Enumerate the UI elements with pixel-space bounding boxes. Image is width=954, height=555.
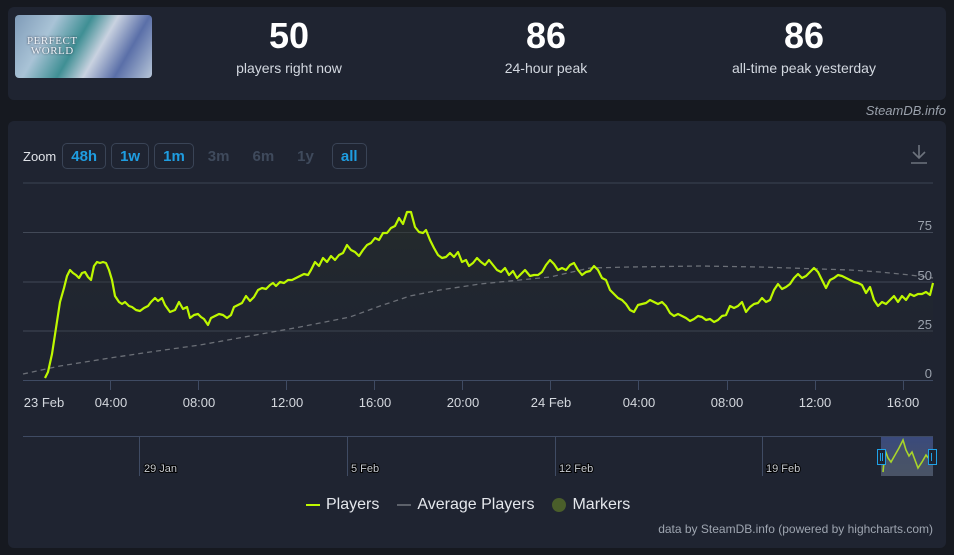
legend-item-markers[interactable]: Markers [552, 496, 630, 514]
navigator-tick: 29 Jan [144, 463, 177, 475]
x-axis-ticks [110, 380, 904, 390]
legend-item-players[interactable]: Players [306, 496, 379, 514]
navigator-right-handle[interactable] [928, 449, 937, 465]
legend-item-average-players[interactable]: Average Players [397, 496, 534, 514]
legend-label: Average Players [417, 496, 535, 513]
zoom-label: Zoom [23, 148, 57, 164]
legend-label: Players [326, 496, 380, 513]
legend-label: Markers [572, 496, 631, 513]
stat-label: players right now [236, 60, 342, 76]
navigator-tick: 19 Feb [766, 463, 800, 475]
y-tick-75: 75 [918, 218, 932, 233]
logo-line-2: WORLD [30, 45, 74, 57]
y-tick-50: 50 [918, 268, 932, 283]
y-tick-25: 25 [918, 317, 932, 332]
stat-24h-peak: 86 24-hour peak [446, 15, 646, 77]
x-tick: 20:00 [447, 395, 480, 410]
zoom-all-button[interactable]: all [331, 143, 367, 169]
zoom-1m-button[interactable]: 1m [154, 143, 194, 169]
players-line [44, 210, 935, 379]
average-swatch-icon [397, 504, 412, 506]
x-tick: 08:00 [711, 395, 744, 410]
x-tick: 04:00 [623, 395, 656, 410]
stat-current-players: 50 players right now [189, 15, 389, 77]
highcharts-credit-link[interactable]: data by SteamDB.info (powered by highcha… [658, 522, 933, 536]
download-icon[interactable] [908, 143, 930, 165]
players-area [45, 212, 933, 380]
game-logo: PERFECT WORLD [27, 35, 78, 57]
navigator-tick: 5 Feb [351, 463, 379, 475]
x-axis-labels: 23 Feb 04:00 08:00 12:00 16:00 20:00 24 … [24, 395, 920, 410]
zoom-1w-button[interactable]: 1w [111, 143, 150, 169]
zoom-selector: Zoom 48h 1w 1m 3m 6m 1y all [23, 142, 372, 170]
x-tick: 12:00 [271, 395, 304, 410]
navigator[interactable]: 29 Jan 5 Feb 12 Feb 19 Feb [23, 436, 937, 476]
x-tick: 16:00 [887, 395, 920, 410]
x-tick: 12:00 [799, 395, 832, 410]
y-tick-0: 0 [925, 366, 932, 381]
average-players-line [22, 265, 934, 375]
logo-line-1: PERFECT [27, 35, 78, 47]
players-swatch-icon [306, 504, 320, 506]
zoom-48h-button[interactable]: 48h [62, 143, 107, 169]
x-tick: 08:00 [183, 395, 216, 410]
x-tick: 24 Feb [531, 395, 571, 410]
chart-legend: Players Average Players Markers [306, 496, 648, 514]
stats-card [8, 7, 946, 100]
game-capsule-image[interactable]: PERFECT WORLD [15, 15, 152, 78]
stat-value: 86 [783, 15, 825, 56]
stat-all-time-peak: 86 all-time peak yesterday [704, 15, 904, 77]
stat-value: 50 [268, 15, 310, 56]
navigator-left-handle[interactable] [877, 449, 886, 465]
steamdb-credit-link[interactable]: SteamDB.info [865, 103, 946, 118]
zoom-1y-button: 1y [297, 148, 314, 165]
stat-label: all-time peak yesterday [732, 60, 876, 76]
stat-label: 24-hour peak [504, 60, 588, 76]
zoom-6m-button: 6m [252, 148, 275, 165]
navigator-tick: 12 Feb [559, 463, 593, 475]
x-tick: 23 Feb [24, 395, 64, 410]
markers-swatch-icon [552, 498, 567, 512]
stat-value: 86 [525, 15, 567, 56]
zoom-3m-button: 3m [207, 148, 230, 165]
x-tick: 04:00 [95, 395, 128, 410]
x-tick: 16:00 [359, 395, 392, 410]
